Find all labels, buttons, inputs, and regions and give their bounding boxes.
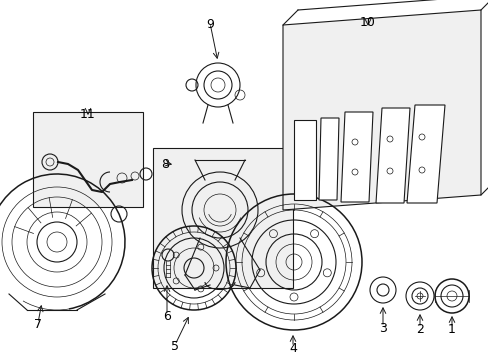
Text: 7: 7	[34, 318, 42, 331]
Bar	[33, 112, 142, 207]
Text: 10: 10	[359, 16, 375, 29]
Polygon shape	[375, 108, 409, 203]
Text: 8: 8	[161, 158, 169, 171]
Text: 5: 5	[171, 340, 179, 353]
Text: 2: 2	[415, 323, 423, 336]
Text: 4: 4	[288, 342, 296, 355]
Bar	[153, 148, 292, 288]
Polygon shape	[283, 10, 480, 210]
Text: 11: 11	[80, 108, 96, 121]
Polygon shape	[340, 112, 372, 202]
Text: 6: 6	[163, 310, 171, 323]
Polygon shape	[318, 118, 338, 200]
Text: 9: 9	[205, 18, 214, 31]
Polygon shape	[406, 105, 444, 203]
Polygon shape	[293, 120, 315, 200]
Text: 1: 1	[447, 323, 455, 336]
Text: 3: 3	[378, 322, 386, 335]
